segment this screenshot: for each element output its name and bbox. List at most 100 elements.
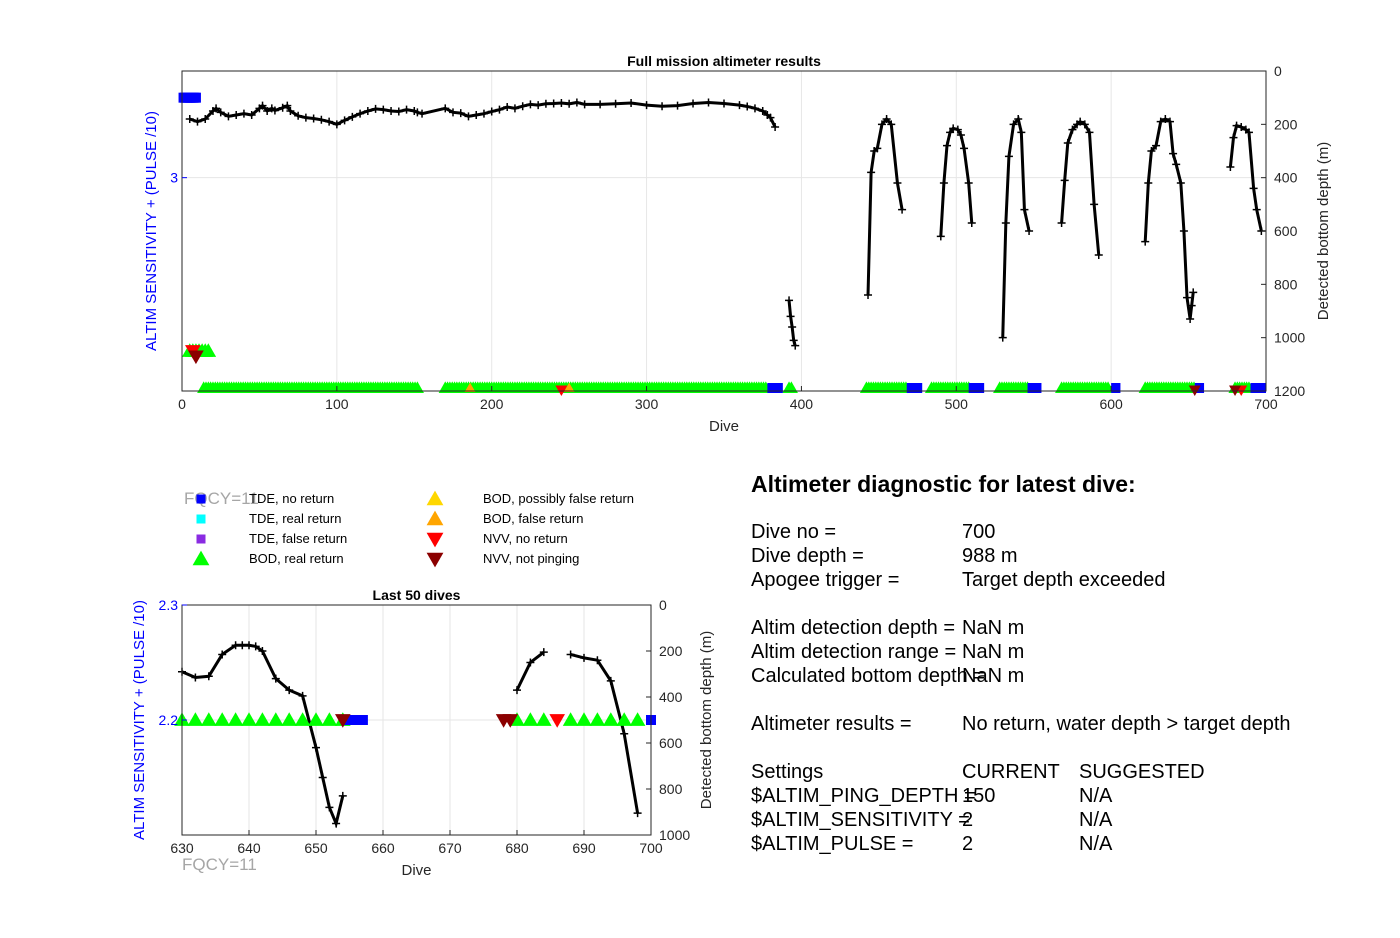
- full-depth-point-2-5: [882, 115, 891, 123]
- full-depth-point-7-5: [1244, 128, 1253, 137]
- last50-left-0-mark-18: [589, 712, 606, 726]
- full-left-0-mark-8: [190, 92, 201, 103]
- legend-marker-3: [192, 550, 210, 566]
- full-depth-point-0-39: [464, 112, 473, 121]
- full-depth-point-1-3: [789, 336, 798, 345]
- full-depth-point-0-49: [541, 99, 550, 108]
- full-depth-point-3-6: [956, 131, 965, 139]
- full-depth-point-0-60: [673, 101, 682, 110]
- full-depth-point-0-36: [441, 104, 450, 113]
- full-depth-point-1-0: [785, 296, 794, 305]
- full-ytick-right-label-3: 600: [1274, 223, 1298, 239]
- full-ytick-right-label-2: 400: [1274, 170, 1298, 186]
- full-depth-point-0-37: [449, 108, 457, 117]
- legend-label-2: TDE, false return: [249, 531, 347, 546]
- full-depth-point-0-27: [363, 107, 372, 115]
- full-depth-point-0-67: [758, 107, 767, 115]
- legend-marker-5: [426, 510, 444, 526]
- full-ylabel-right: Detected bottom depth (m): [1315, 142, 1332, 320]
- full-depth-point-6-10: [1179, 227, 1188, 235]
- last50-depth-point-0-16: [338, 791, 347, 800]
- full-depth-point-0-21: [317, 115, 326, 124]
- legend-label-0: TDE, no return: [249, 491, 334, 506]
- full-depth-point-2-4: [877, 120, 886, 129]
- full-xtick-label-3: 300: [635, 396, 659, 412]
- full-depth-point-0-44: [503, 103, 512, 111]
- diag-label-bottom-depth: Calculated bottom depth =: [751, 665, 986, 687]
- full-depth-point-0-7: [232, 111, 241, 119]
- diag-value-detection-range: NaN m: [962, 641, 1025, 663]
- setting-current-pulse: 2: [962, 833, 974, 855]
- last50-left-0-mark-17: [576, 712, 592, 726]
- full-depth-point-0-45: [510, 104, 519, 113]
- full-ylabel-left: ALTIM SENSITIVITY + (PULSE /10): [143, 111, 160, 351]
- full-depth-point-0-64: [735, 101, 744, 110]
- full-depth-point-3-5: [953, 125, 962, 134]
- full-depth-point-0-66: [750, 104, 759, 113]
- full-depth-point-6-13: [1187, 301, 1196, 310]
- full-depth-point-2-1: [867, 168, 876, 177]
- last50-depth-point-1-1: [526, 658, 535, 667]
- last50-left-1-mark-0: [344, 715, 355, 725]
- diag-value-detection-depth: NaN m: [962, 617, 1025, 639]
- last50-left-0-mark-3: [214, 712, 230, 726]
- full-xtick-label-0: 0: [178, 396, 186, 412]
- full-xtick-label-7: 700: [1254, 396, 1278, 412]
- full-depth-point-6-6: [1165, 117, 1174, 126]
- full-depth-point-3-1: [939, 179, 948, 187]
- full-depth-point-0-14: [270, 106, 279, 115]
- last50-depth-point-0-7: [251, 642, 260, 651]
- diag-label-dive-no: Dive no =: [751, 521, 837, 543]
- full-ytick-right-label-6: 1200: [1274, 383, 1305, 399]
- diag-value-bottom-depth: NaN m: [962, 665, 1025, 687]
- full-band-blue-0: [767, 383, 783, 393]
- legend-label-5: BOD, false return: [483, 511, 583, 526]
- last50-ytick-right-label-2: 400: [659, 689, 683, 705]
- legend-label-7: NVV, not pinging: [483, 551, 579, 566]
- full-depth-point-0-46: [518, 102, 527, 111]
- last50-xtick-label-2: 650: [304, 840, 328, 856]
- last50-xtick-label-4: 670: [438, 840, 462, 856]
- full-depth-point-3-4: [949, 124, 958, 133]
- full-depth-point-0-30: [387, 107, 396, 115]
- diag-value-dive-no: 700: [962, 521, 996, 543]
- full-depth-point-5-3: [1068, 125, 1077, 134]
- last50-left-0-mark-4: [227, 712, 244, 726]
- full-band-blue-3: [1027, 383, 1042, 393]
- full-depth-point-0-54: [580, 100, 589, 109]
- full-depth-point-4-0: [998, 333, 1007, 342]
- full-depth-point-3-0: [936, 232, 945, 241]
- full-depth-point-6-4: [1156, 117, 1165, 126]
- full-depth-point-0-4: [212, 104, 221, 113]
- full-depth-point-0-55: [596, 100, 605, 109]
- full-depth-line-7: [1228, 123, 1263, 232]
- last50-left-0-mark-21: [629, 712, 646, 726]
- full-depth-point-0-23: [332, 120, 341, 129]
- full-band-blue-4: [1111, 383, 1121, 393]
- full-depth-point-0-17: [286, 107, 295, 115]
- full-depth-line-0: [189, 100, 777, 128]
- full-depth-point-1-1: [786, 312, 795, 321]
- full-depth-point-0-42: [487, 107, 496, 116]
- full-depth-point-3-9: [967, 219, 976, 227]
- last50-depth-point-0-4: [231, 641, 240, 650]
- full-xtick-label-1: 100: [325, 396, 349, 412]
- full-depth-point-0-24: [340, 116, 349, 125]
- last50-left-0-mark-2: [201, 712, 217, 726]
- full-depth-point-0-2: [201, 115, 210, 123]
- last50-ylabel-right: Detected bottom depth (m): [698, 631, 715, 809]
- full-depth-point-0-5: [216, 108, 225, 117]
- diag-label-apogee-trigger: Apogee trigger =: [751, 569, 900, 591]
- last50-ytick-right-label-1: 200: [659, 643, 683, 659]
- full-depth-point-6-11: [1183, 293, 1192, 302]
- last50-ytick-left-label-0: 2.2: [159, 712, 179, 728]
- last50-left-0-mark-5: [241, 712, 257, 726]
- full-depth-point-0-38: [456, 109, 465, 118]
- legend-marker-0: [196, 494, 206, 504]
- settings-header-suggested: SUGGESTED: [1079, 761, 1205, 783]
- full-depth-point-6-2: [1147, 147, 1156, 155]
- full-depth-point-6-0: [1141, 237, 1150, 246]
- full-depth-point-2-7: [893, 179, 902, 187]
- last50-left-0-mark-10: [308, 712, 324, 726]
- full-band-green-mark-0-1520: [410, 381, 424, 393]
